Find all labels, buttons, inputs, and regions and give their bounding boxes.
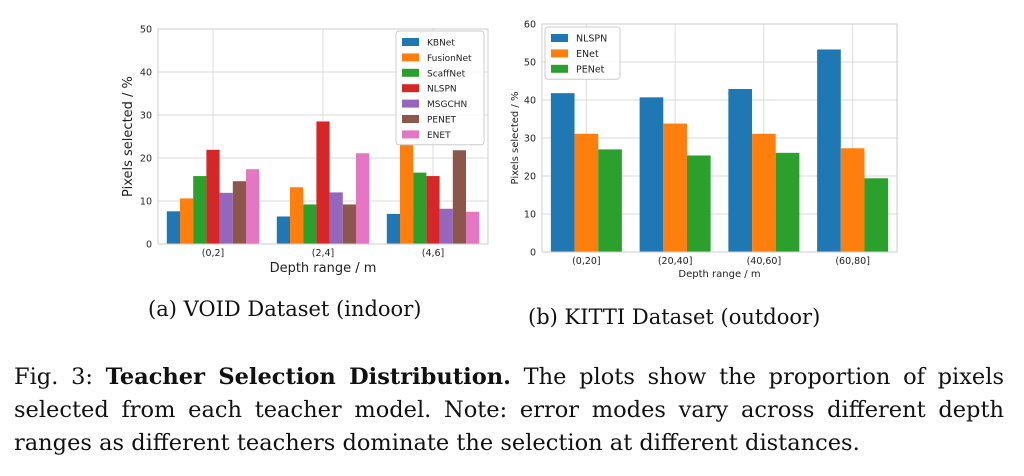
x-tick-label: (60,80]	[835, 256, 870, 267]
bar-kbnet-2-4	[276, 216, 290, 244]
bar-fusionnet-0-2	[180, 198, 194, 244]
bar-enet-0-20	[574, 133, 599, 252]
y-tick-label: 20	[524, 172, 536, 183]
y-tick-label: 50	[524, 58, 536, 69]
x-axis-label: Depth range / m	[678, 269, 760, 280]
y-tick-label: 50	[140, 25, 152, 36]
legend-label-nlspn: NLSPN	[576, 34, 607, 45]
legend-swatch-enet	[402, 130, 419, 139]
y-axis-label: Pixels selected / %	[510, 92, 521, 185]
legend-label-kbnet: KBNet	[427, 39, 455, 49]
bar-scaffnet-4-6	[413, 172, 427, 244]
legend-label-enet: ENet	[576, 49, 599, 60]
bar-nlspn-0-20	[550, 93, 575, 252]
x-tick-label: (20,40]	[658, 256, 693, 267]
legend-label-scaffnet: ScaffNet	[427, 69, 466, 79]
x-axis-label: Depth range / m	[270, 261, 377, 276]
plot-frame	[541, 23, 898, 253]
legend-swatch-penet	[551, 64, 568, 73]
bar-penet-60-80	[864, 178, 889, 252]
x-tick-label: (2,4]	[312, 248, 335, 259]
legend-label-enet: ENET	[427, 131, 451, 141]
legend-swatch-penet	[402, 115, 419, 123]
caption-label: Fig. 3:	[14, 364, 106, 390]
bar-kbnet-4-6	[386, 213, 400, 244]
legend-label-penet: PENet	[576, 64, 605, 75]
bar-enet-20-40	[663, 123, 687, 252]
y-tick-label: 10	[524, 210, 536, 221]
bar-nlspn-40-60	[728, 88, 753, 252]
bar-enet-60-80	[840, 148, 865, 252]
bar-penet-20-40	[686, 155, 711, 252]
y-tick-label: 20	[140, 154, 152, 165]
caption-text: The plots show the proportion of pixels …	[14, 364, 1004, 456]
bar-scaffnet-2-4	[303, 204, 317, 244]
legend-swatch-nlspn	[402, 84, 419, 93]
x-tick-label: (40,60]	[747, 256, 782, 267]
y-tick-label: 60	[524, 20, 536, 31]
y-axis-label: Pixels selected / %	[121, 76, 136, 197]
bar-enet-0-2	[246, 169, 260, 244]
legend-label-fusionnet: FusionNet	[427, 54, 472, 64]
legend-swatch-kbnet	[402, 38, 419, 46]
legend-label-nlspn: NLSPN	[427, 85, 457, 95]
bar-scaffnet-0-2	[193, 176, 207, 244]
bar-penet-4-6	[452, 150, 466, 244]
bar-kbnet-0-2	[166, 211, 180, 244]
bar-nlspn-0-2	[206, 149, 220, 244]
plot-frame	[157, 28, 489, 245]
y-tick-label: 10	[140, 197, 152, 208]
chart-b-kitti: 0 10 20 30 40 50 60 (0,20] (20,40] (40,60] (60,80]…	[510, 20, 898, 280]
legend-swatch-nlspn	[551, 34, 568, 42]
x-tick-label: (0,20]	[572, 256, 601, 267]
bar-msgchn-0-2	[219, 192, 233, 244]
bar-enet-2-4	[356, 153, 370, 244]
y-tick-label: 0	[530, 248, 536, 259]
bar-enet-4-6	[466, 211, 480, 244]
bar-nlspn-20-40	[639, 97, 664, 252]
y-tick-label: 40	[140, 68, 152, 79]
subcaption-a: (a) VOID Dataset (indoor)	[148, 297, 422, 321]
legend-swatch-scaffnet	[402, 68, 419, 77]
bar-msgchn-4-6	[439, 208, 453, 244]
chart-a-void: 0 10 20 30 40 50 (0,2] (2,4] (4,6] Depth range / …	[121, 25, 489, 276]
legend-swatch-fusionnet	[402, 53, 419, 62]
x-tick-label: (4,6]	[422, 248, 445, 259]
bar-penet-2-4	[342, 204, 356, 244]
y-tick-label: 0	[146, 240, 152, 251]
y-tick-label: 30	[524, 134, 536, 145]
bar-enet-40-60	[752, 133, 776, 252]
bar-penet-0-2	[232, 181, 246, 244]
bar-msgchn-2-4	[329, 192, 343, 244]
x-tick-label: (0,2]	[202, 248, 225, 259]
legend-label-msgchn: MSGCHN	[427, 100, 467, 110]
bar-fusionnet-4-6	[400, 144, 414, 244]
legend-swatch-enet	[551, 49, 568, 58]
legend-swatch-msgchn	[402, 99, 419, 108]
bar-fusionnet-2-4	[290, 187, 304, 244]
y-tick-label: 30	[140, 111, 152, 122]
y-tick-label: 40	[524, 96, 536, 107]
figure-caption: Fig. 3: Teacher Selection Distribution. …	[14, 361, 1004, 460]
bar-nlspn-4-6	[426, 176, 440, 244]
bar-penet-40-60	[775, 152, 800, 252]
bar-penet-0-20	[598, 149, 622, 252]
bar-nlspn-60-80	[817, 49, 841, 253]
bar-nlspn-2-4	[316, 121, 330, 244]
legend-label-penet: PENET	[427, 116, 457, 126]
subcaption-b: (b) KITTI Dataset (outdoor)	[528, 305, 821, 329]
caption-bold-title: Teacher Selection Distribution.	[105, 364, 511, 390]
